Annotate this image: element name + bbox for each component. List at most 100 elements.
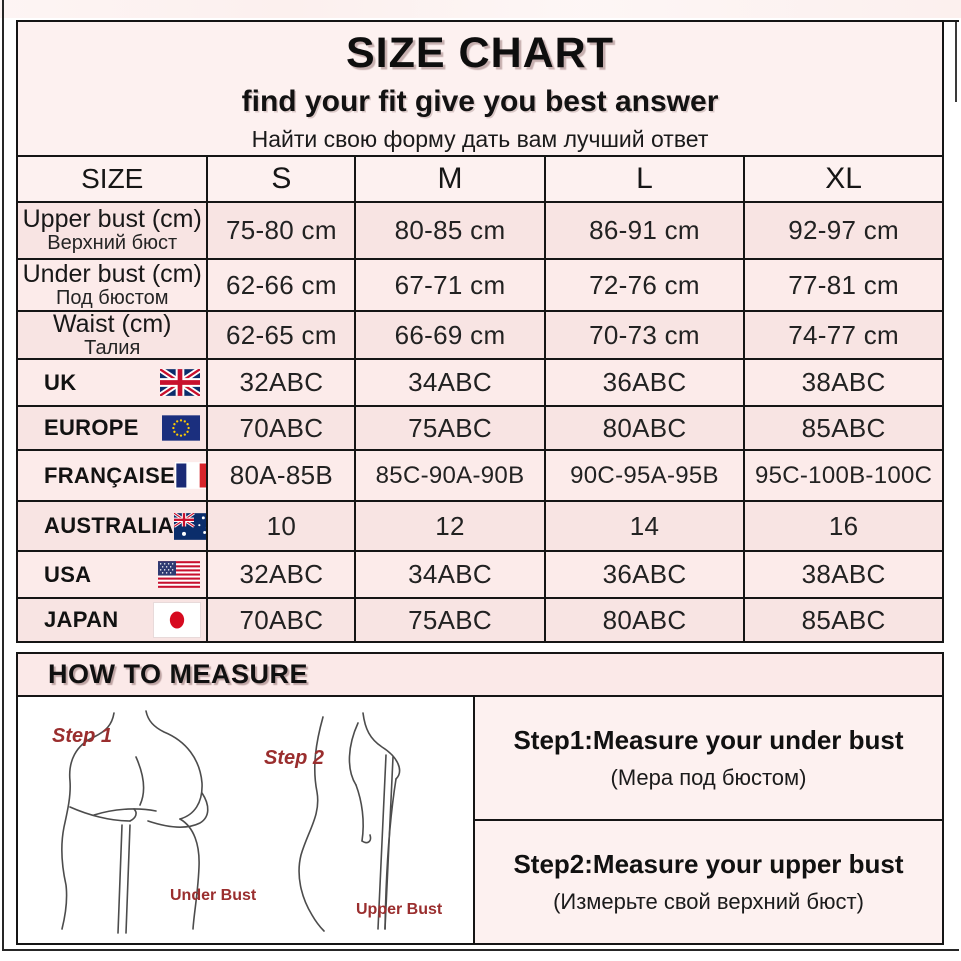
- size-value: 85ABC: [743, 407, 942, 449]
- row-label-en: Upper bust (cm): [22, 205, 202, 234]
- row-label: FRANÇAISE: [18, 451, 207, 500]
- country-name: AUSTRALIA: [44, 513, 174, 538]
- size-value: 75ABC: [354, 407, 543, 449]
- table-row-france: FRANÇAISE 80A-85B 85C-90A-90B 90C-95A-95…: [18, 449, 942, 500]
- size-value: 74-77 cm: [743, 312, 942, 358]
- size-value: 70ABC: [206, 599, 354, 641]
- measure-figures-illustration: [61, 710, 401, 934]
- size-value: 80-85 cm: [354, 203, 543, 258]
- row-label-en: Waist (cm): [52, 312, 172, 338]
- upper-bust-label: Upper Bust: [356, 901, 443, 918]
- size-value: 70-73 cm: [543, 312, 744, 358]
- column-header-size: SIZE: [81, 163, 144, 194]
- table-row-waist: Waist (cm) Талия 62-65 cm 66-69 cm 70-73…: [18, 310, 942, 358]
- how-to-measure-panel: HOW TO MEASURE: [16, 652, 944, 945]
- europe-flag-icon: [162, 415, 201, 441]
- size-value: 32ABC: [206, 552, 354, 597]
- size-value: 80A-85B: [206, 451, 354, 500]
- size-value: 92-97 cm: [743, 203, 942, 258]
- row-label: JAPAN: [18, 599, 206, 641]
- country-name: EUROPE: [44, 415, 139, 440]
- measure-step-2: Step2:Measure your upper bust (Измерьте …: [475, 821, 942, 943]
- table-row-japan: JAPAN 70ABC 75ABC 80ABC 85ABC: [18, 597, 942, 641]
- size-chart-panel: SIZE CHART find your fit give you best a…: [16, 20, 944, 643]
- scan-bottom-border: [2, 949, 959, 951]
- step2-title: Step2:Measure your upper bust: [513, 849, 904, 879]
- size-value: 62-65 cm: [206, 312, 354, 358]
- size-value: 66-69 cm: [354, 312, 543, 358]
- scan-left-border: [2, 0, 4, 951]
- row-label-ru: Талия: [84, 336, 141, 358]
- how-to-measure-body: Step 1 Step 2 Under Bust Upper Bust Step…: [18, 697, 942, 943]
- size-value: 36ABC: [543, 360, 744, 405]
- row-label-ru: Под бюстом: [55, 286, 169, 309]
- table-row-australia: AUSTRALIA: [18, 500, 942, 550]
- scan-top-strip: [0, 0, 961, 18]
- size-value: 95C-100B-100C: [743, 451, 942, 500]
- size-value: 70ABC: [206, 407, 354, 449]
- table-row-usa: USA: [18, 550, 942, 597]
- table-row-uk: UK 32ABC 34ABC 36ABC 38ABC: [18, 358, 942, 405]
- how-to-measure-header: HOW TO MEASURE: [18, 654, 942, 697]
- under-bust-label: Under Bust: [170, 887, 257, 904]
- page-subtitle-russian: Найти свою форму дать вам лучший ответ: [251, 125, 709, 152]
- step2-diagram-label: Step 2: [264, 747, 325, 769]
- size-value: 75-80 cm: [206, 203, 354, 258]
- row-label-en: Under bust (cm): [22, 260, 202, 288]
- row-label: EUROPE: [18, 407, 206, 449]
- row-label: Upper bust (cm) Верхний бюст: [18, 203, 206, 258]
- japan-flag-icon: [154, 603, 201, 637]
- france-flag-icon: [175, 462, 207, 489]
- page-title: SIZE CHART: [346, 28, 614, 77]
- size-value: 38ABC: [743, 552, 942, 597]
- size-value: 80ABC: [543, 407, 744, 449]
- size-value: 34ABC: [354, 360, 543, 405]
- size-value: 90C-95A-95B: [543, 451, 744, 500]
- size-value: 85ABC: [743, 599, 942, 641]
- scan-border-artifact: [942, 20, 959, 22]
- title-area: SIZE CHART find your fit give you best a…: [18, 22, 942, 155]
- size-value: 80ABC: [543, 599, 744, 641]
- measure-step-1: Step1:Measure your under bust (Мера под …: [475, 697, 942, 821]
- scan-border-artifact: [955, 22, 957, 102]
- table-row-upper-bust: Upper bust (cm) Верхний бюст 75-80 cm 80…: [18, 201, 942, 258]
- size-value: 85C-90A-90B: [354, 451, 543, 500]
- size-table: SIZE S M L XL Upper bust (cm) Верхний бю…: [18, 155, 942, 641]
- measure-steps: Step1:Measure your under bust (Мера под …: [475, 697, 942, 943]
- size-value: 38ABC: [743, 360, 942, 405]
- measure-diagram: Step 1 Step 2 Under Bust Upper Bust: [18, 697, 475, 943]
- size-value: 72-76 cm: [543, 260, 744, 310]
- row-label: USA: [18, 552, 206, 597]
- size-value: 62-66 cm: [206, 260, 354, 310]
- how-to-measure-title: HOW TO MEASURE: [48, 659, 309, 689]
- row-label: UK: [18, 360, 206, 405]
- country-name: JAPAN: [44, 607, 119, 632]
- country-name: FRANÇAISE: [44, 462, 176, 488]
- australia-flag-icon: [173, 512, 207, 540]
- row-label: AUSTRALIA: [18, 502, 207, 550]
- size-value: 32ABC: [206, 360, 354, 405]
- size-value: 34ABC: [354, 552, 543, 597]
- uk-flag-icon: [160, 369, 201, 396]
- size-value: 10: [206, 502, 354, 550]
- page-subtitle: find your fit give you best answer: [241, 84, 719, 118]
- size-value: 86-91 cm: [543, 203, 744, 258]
- table-row-europe: EUROPE 70ABC 75ABC 80ABC 85ABC: [18, 405, 942, 449]
- step1-diagram-label: Step 1: [52, 725, 113, 747]
- column-header-l: L: [543, 157, 744, 201]
- row-label-ru: Верхний бюст: [47, 232, 178, 255]
- size-value: 36ABC: [543, 552, 744, 597]
- size-value: 67-71 cm: [354, 260, 543, 310]
- column-header-xl: XL: [743, 157, 942, 201]
- size-value: 14: [543, 502, 744, 550]
- step2-subtitle-ru: (Измерьте свой верхний бюст): [553, 889, 864, 914]
- size-value: 16: [743, 502, 942, 550]
- size-value: 75ABC: [354, 599, 543, 641]
- table-header-row: SIZE S M L XL: [18, 155, 942, 201]
- table-row-under-bust: Under bust (cm) Под бюстом 62-66 cm 67-7…: [18, 258, 942, 310]
- country-name: UK: [44, 369, 77, 395]
- step1-subtitle-ru: (Мера под бюстом): [610, 765, 807, 790]
- row-label: Under bust (cm) Под бюстом: [18, 260, 206, 310]
- country-name: USA: [44, 561, 92, 587]
- step1-title: Step1:Measure your under bust: [513, 725, 904, 755]
